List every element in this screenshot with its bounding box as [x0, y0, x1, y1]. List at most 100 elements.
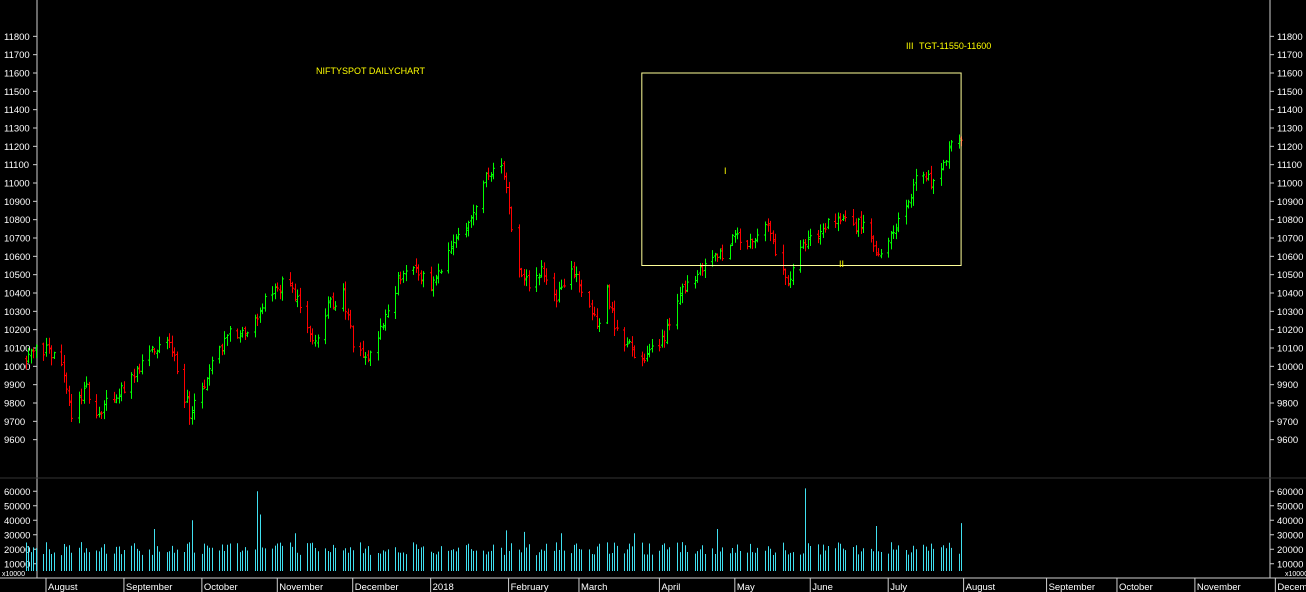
price-tick-label-left: 9700	[4, 417, 25, 428]
price-bar	[877, 248, 880, 257]
price-bar	[804, 239, 807, 252]
month-label: September	[1049, 582, 1095, 592]
price-bar	[118, 388, 121, 404]
price-bar	[279, 284, 282, 300]
price-bar	[573, 261, 576, 279]
price-bar	[648, 343, 651, 358]
price-bar	[176, 351, 179, 375]
price-bar	[857, 217, 860, 237]
price-bar	[171, 335, 174, 357]
price-bar	[306, 300, 309, 334]
price-bar	[704, 258, 707, 279]
price-tick-label-right: 11300	[1277, 124, 1303, 135]
price-tick-label-left: 10800	[4, 215, 30, 226]
price-bar	[422, 271, 425, 288]
price-tick-label-left: 10900	[4, 197, 30, 208]
price-bar	[942, 159, 945, 171]
volume-tick-label-right: 10000	[1277, 559, 1303, 570]
price-bar	[88, 381, 91, 404]
price-bar	[570, 261, 573, 290]
price-bar	[560, 279, 563, 290]
price-bar	[626, 337, 629, 348]
price-bar	[133, 368, 136, 383]
price-bar	[120, 382, 123, 402]
price-bar	[244, 326, 247, 341]
price-bar	[405, 265, 408, 282]
price-bar	[719, 248, 722, 260]
price-bar	[83, 381, 86, 404]
price-bar	[53, 351, 56, 360]
price-bar	[927, 170, 930, 181]
price-bar	[186, 389, 189, 403]
price-bar	[613, 300, 616, 336]
price-bar	[472, 204, 475, 226]
month-label: October	[204, 582, 238, 592]
price-bar	[70, 393, 73, 423]
price-bar	[158, 336, 161, 354]
price-bar	[827, 218, 830, 230]
price-bar	[721, 244, 724, 261]
price-bar	[98, 406, 101, 418]
price-bar	[151, 345, 154, 353]
price-tick-label-right: 11400	[1277, 105, 1303, 116]
price-bar	[193, 393, 196, 420]
dot-label-1: I	[724, 166, 727, 176]
price-bar	[229, 326, 232, 342]
price-bar	[679, 286, 682, 305]
volume-tick-label-left: 50000	[4, 501, 30, 512]
price-bar	[905, 199, 908, 225]
price-tick-label-left: 9600	[4, 435, 25, 446]
price-bar	[862, 214, 865, 233]
volume-tick-label-right: 20000	[1277, 545, 1303, 556]
price-tick-label-right: 9900	[1277, 380, 1298, 391]
price-bar	[686, 275, 689, 293]
month-label: May	[737, 582, 755, 592]
price-bar	[188, 391, 191, 425]
price-bar	[457, 227, 460, 241]
price-bar	[309, 325, 312, 343]
price-bar	[138, 363, 141, 374]
price-bar	[191, 406, 194, 425]
price-bar	[35, 344, 38, 359]
price-tick-label-left: 10500	[4, 270, 30, 281]
month-label: December	[355, 582, 399, 592]
price-bar	[27, 347, 30, 364]
price-bar	[545, 268, 548, 285]
price-bar	[430, 266, 433, 292]
price-bar	[223, 331, 226, 355]
price-bar	[769, 220, 772, 242]
price-bar	[482, 180, 485, 214]
volume-tick-label-left: 30000	[4, 530, 30, 541]
price-tick-label-left: 10700	[4, 234, 30, 245]
price-tick-label-left: 11100	[4, 160, 29, 171]
price-bar	[819, 224, 822, 245]
price-bar	[855, 218, 858, 235]
price-bar	[359, 342, 362, 357]
price-bar	[402, 270, 405, 283]
price-tick-label-left: 11800	[4, 32, 30, 43]
price-bar	[932, 178, 935, 194]
price-bar	[352, 325, 355, 353]
price-tick-label-right: 10000	[1277, 362, 1303, 373]
price-bar	[510, 206, 513, 233]
price-bar	[475, 205, 478, 221]
price-bar	[834, 213, 837, 228]
price-bar	[792, 263, 795, 286]
price-bar	[226, 334, 229, 346]
price-bar	[435, 274, 438, 286]
price-bar	[168, 333, 171, 348]
price-bar	[880, 248, 883, 259]
price-bar	[276, 282, 279, 292]
price-bar	[523, 269, 526, 286]
price-bar	[505, 172, 508, 194]
price-tick-label-right: 9600	[1277, 435, 1298, 446]
price-tick-label-left: 11200	[4, 142, 30, 153]
price-bar	[141, 354, 144, 375]
price-bar	[591, 299, 594, 321]
price-bar	[892, 225, 895, 240]
month-label: 2018	[433, 582, 454, 592]
price-bar	[271, 286, 274, 302]
price-bar	[739, 228, 742, 251]
